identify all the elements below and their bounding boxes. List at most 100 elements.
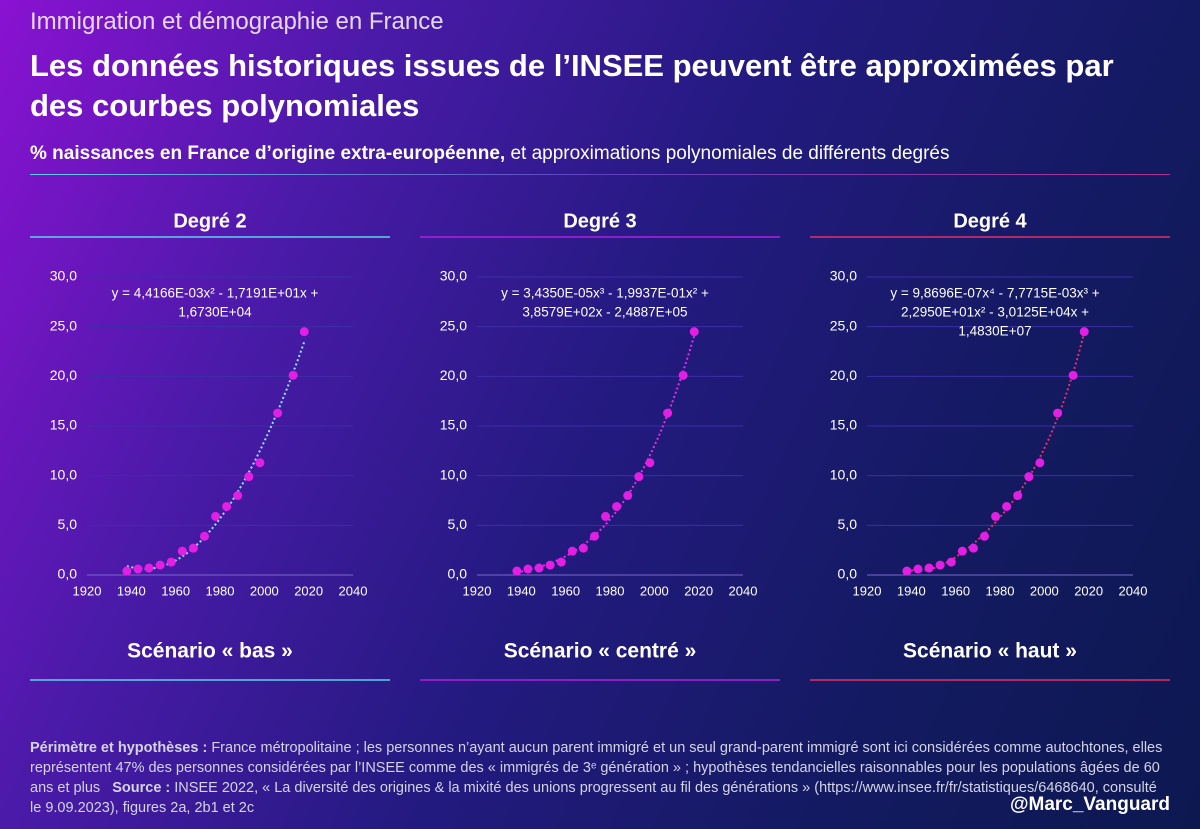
data-point <box>556 557 566 567</box>
x-tick-label: 1980 <box>206 583 235 598</box>
x-tick-label: 1980 <box>986 583 1015 598</box>
data-point <box>1079 327 1089 337</box>
title: Les données historiques issues de l’INSE… <box>30 48 1114 123</box>
y-tick-label: 25,0 <box>440 317 467 333</box>
y-tick-label: 5,0 <box>58 516 78 532</box>
data-point <box>233 491 243 501</box>
y-tick-label: 15,0 <box>50 417 77 433</box>
y-tick-label: 30,0 <box>830 268 857 284</box>
data-point <box>299 327 309 337</box>
data-point <box>567 546 577 556</box>
data-point <box>1002 501 1012 511</box>
subtitle: % naissances en France d’origine extra-e… <box>30 143 949 165</box>
data-point <box>255 458 265 468</box>
trendline <box>516 335 696 574</box>
x-tick-label: 2000 <box>1030 583 1059 598</box>
x-tick-label: 1920 <box>463 583 492 598</box>
y-tick-label: 10,0 <box>440 466 467 482</box>
data-point <box>689 327 699 337</box>
handle: @Marc_Vanguard <box>1009 794 1170 815</box>
equation: 1,4830E+07 <box>958 324 1031 339</box>
data-point <box>244 472 254 482</box>
data-point <box>144 563 154 573</box>
equation: 2,2950E+01x² - 3,0125E+04x + <box>901 305 1089 320</box>
data-point <box>155 560 165 570</box>
source-text: INSEE 2022, « La diversité des origines … <box>30 780 1157 816</box>
data-point <box>645 458 655 468</box>
x-tick-label: 1980 <box>596 583 625 598</box>
data-point <box>273 408 283 418</box>
x-tick-label: 1960 <box>941 583 970 598</box>
equation: 1,6730E+04 <box>178 305 252 320</box>
y-tick-label: 5,0 <box>838 516 858 532</box>
data-point <box>589 531 599 541</box>
y-tick-label: 0,0 <box>838 566 858 582</box>
panel-title: Degré 2 <box>173 210 246 232</box>
y-tick-label: 20,0 <box>830 367 857 383</box>
equation: y = 9,8696E-07x⁴ - 7,7715E-03x³ + <box>890 286 1099 301</box>
scenario: Scénario « haut » <box>903 640 1077 663</box>
trendline <box>906 332 1086 572</box>
data-point <box>1035 458 1045 468</box>
data-point <box>545 560 555 570</box>
subtitle-bold: % naissances en France d’origine extra-e… <box>30 143 506 164</box>
data-point <box>188 543 198 553</box>
data-point <box>957 546 967 556</box>
data-point <box>199 531 209 541</box>
subtitle-rule <box>30 174 1170 175</box>
data-point <box>991 511 1001 521</box>
x-tick-label: 1940 <box>897 583 926 598</box>
kicker: Immigration et démographie en France <box>30 8 444 35</box>
scenario: Scénario « bas » <box>127 640 293 663</box>
x-tick-label: 1920 <box>853 583 882 598</box>
data-point <box>523 564 533 574</box>
data-point <box>946 557 956 567</box>
y-tick-label: 0,0 <box>448 566 468 582</box>
data-point <box>623 491 633 501</box>
y-tick-label: 15,0 <box>440 417 467 433</box>
data-point <box>612 501 622 511</box>
equation: y = 3,4350E-05x³ - 1,9937E-01x² + <box>501 286 709 301</box>
y-tick-label: 10,0 <box>830 466 857 482</box>
y-tick-label: 20,0 <box>50 367 77 383</box>
y-tick-label: 5,0 <box>448 516 468 532</box>
footer: Périmètre et hypothèses : France métropo… <box>30 738 1170 818</box>
data-point <box>634 472 644 482</box>
data-point <box>968 543 978 553</box>
x-tick-label: 2020 <box>684 583 713 598</box>
data-point <box>663 408 673 418</box>
data-point <box>166 557 176 567</box>
x-tick-label: 1940 <box>507 583 536 598</box>
x-tick-label: 2040 <box>729 583 758 598</box>
x-tick-label: 2020 <box>294 583 323 598</box>
y-tick-label: 20,0 <box>440 367 467 383</box>
data-point <box>512 566 522 576</box>
data-point <box>288 370 298 380</box>
source-label: Source : <box>112 780 171 796</box>
x-tick-label: 1920 <box>73 583 102 598</box>
equation: 3,8579E+02x - 2,4887E+05 <box>522 305 687 320</box>
data-point <box>1053 408 1063 418</box>
y-tick-label: 0,0 <box>58 566 78 582</box>
data-point <box>578 543 588 553</box>
data-point <box>122 566 132 576</box>
data-point <box>902 566 912 576</box>
data-point <box>222 501 232 511</box>
y-tick-label: 30,0 <box>440 268 467 284</box>
y-tick-label: 25,0 <box>830 317 857 333</box>
y-tick-label: 30,0 <box>50 268 77 284</box>
data-point <box>1013 491 1023 501</box>
footer-text: France métropolitaine ; les personnes n’… <box>30 740 1163 796</box>
data-point <box>913 564 923 574</box>
data-point <box>534 563 544 573</box>
data-point <box>177 546 187 556</box>
panel-title: Degré 3 <box>563 210 636 232</box>
x-tick-label: 2000 <box>640 583 669 598</box>
data-point <box>1068 370 1078 380</box>
y-tick-label: 10,0 <box>50 466 77 482</box>
x-tick-label: 2040 <box>339 583 368 598</box>
data-point <box>924 563 934 573</box>
y-tick-label: 15,0 <box>830 417 857 433</box>
